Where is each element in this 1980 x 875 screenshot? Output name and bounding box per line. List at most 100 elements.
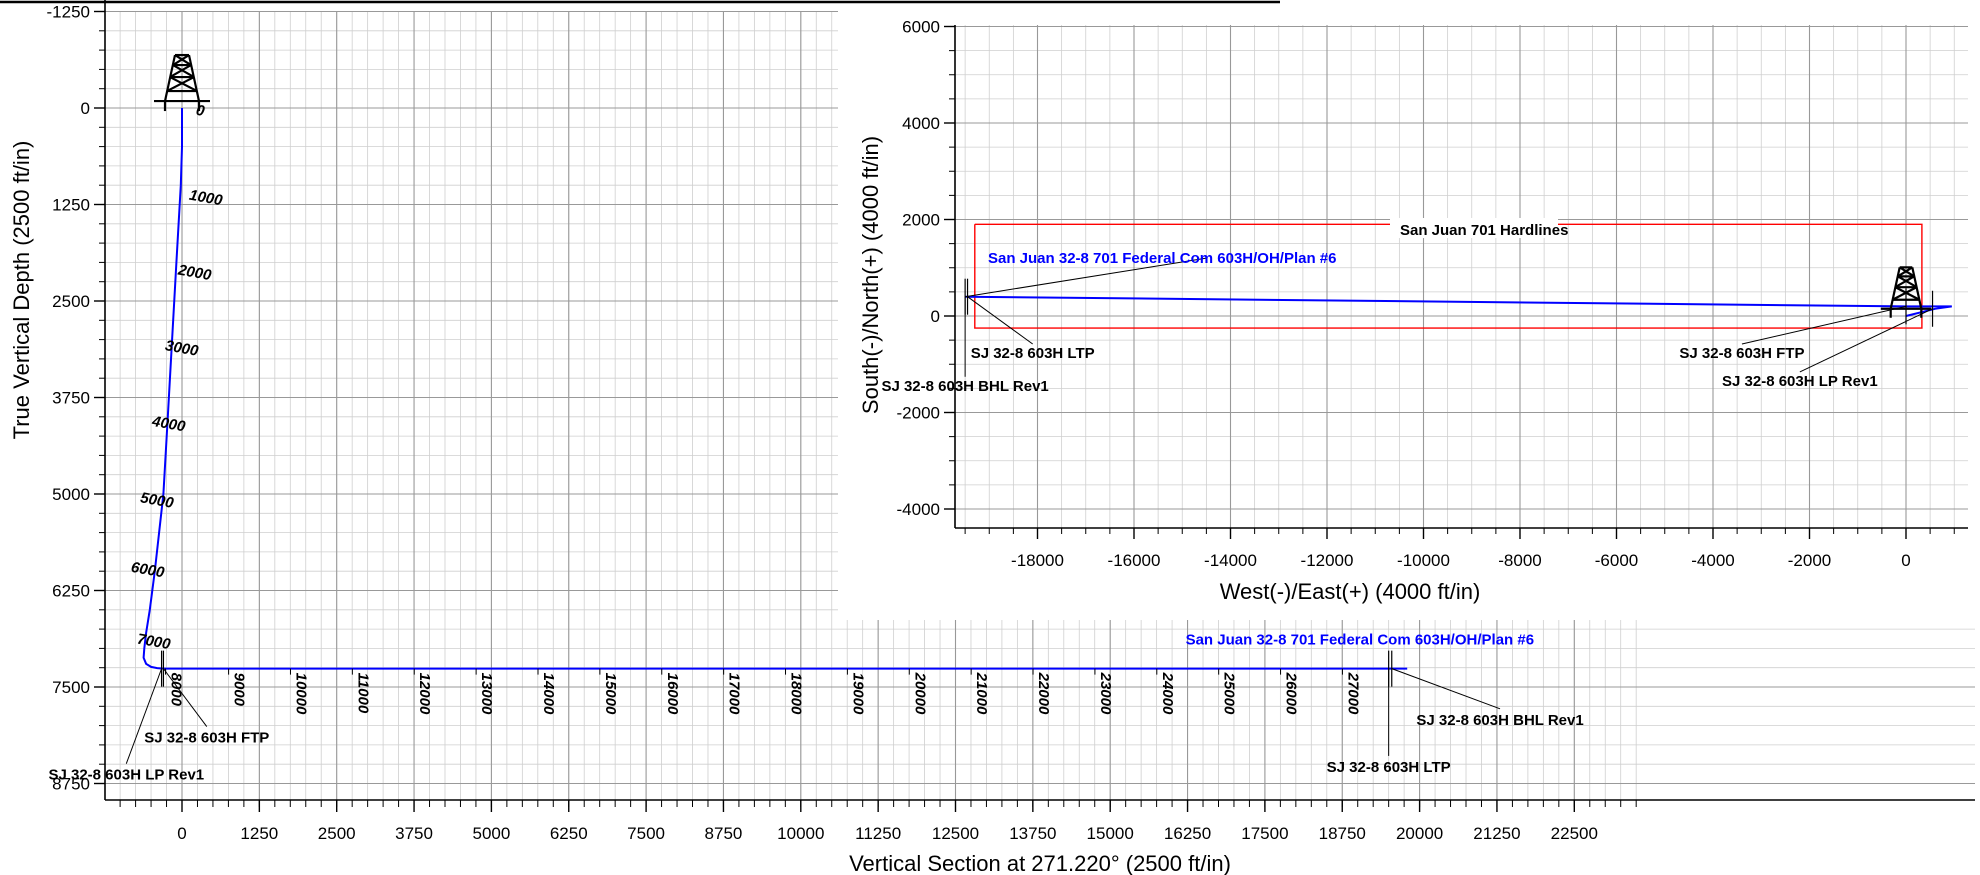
vs-x-tick-label: 7500 [627,824,665,843]
plan-x-tick-label: -12000 [1301,551,1354,570]
vs-lateral-md-label: 11000 [354,673,371,714]
plan-y-tick-label: 0 [931,307,940,326]
vs-y-tick-label: 5000 [52,485,90,504]
vs-x-tick-label: 11250 [855,824,901,843]
vs-x-tick-label: 2500 [318,824,356,843]
derrick-icon-stroke [169,64,192,79]
vs-well-path [142,108,1408,670]
vs-md-label: 7000 [136,631,172,654]
vs-md-label: 2000 [176,261,213,284]
vs-x-tick-label: 5000 [472,824,510,843]
plan-hardlines [974,223,1923,329]
vs-x-tick-label: 8750 [705,824,743,843]
plan-view-background [838,10,1980,620]
derrick-icon-stroke [1897,275,1918,289]
vs-lateral-md-label: 18000 [788,673,805,715]
vs-x-tick-label: 0 [177,824,186,843]
vs-y-tick-label: -1250 [47,3,90,22]
vs-x-tick-label: 21250 [1473,824,1520,843]
vs-y-tick-label: 0 [81,99,90,118]
vs-y-tick-label: 8750 [52,775,90,794]
vs-x-tick-label: 6250 [550,824,588,843]
vs-lateral-md-label: 26000 [1283,672,1300,715]
vs-lateral-md-label: 24000 [1159,672,1176,715]
plan-x-tick-label: -8000 [1498,551,1541,570]
vertical-section-x-axis-title: Vertical Section at 271.220° (2500 ft/in… [849,851,1231,875]
vs-lateral-md-label: 9000 [231,673,248,707]
vs-lateral-md-label: 15000 [602,673,619,715]
vs-lateral-md-label: 21000 [973,672,990,715]
vs-lateral-md-label: 13000 [478,673,495,715]
vs-target-label: SJ 32-8 603H LTP [1327,759,1451,776]
plan-hardlines-label: San Juan 701 Hardlines [1400,222,1568,239]
derrick-icon-stroke [1894,286,1921,301]
plan-x-tick-label: -14000 [1204,551,1257,570]
plan-y-tick-label: 4000 [902,114,940,133]
plan-well-path [965,295,1952,317]
vs-x-tick-label: 3750 [395,824,433,843]
vs-md-label: 6000 [130,559,166,582]
plan-hardlines-label-bg [1390,218,1558,238]
vs-lateral-md-label: 12000 [416,673,433,715]
vs-x-tick-label: 18750 [1319,824,1366,843]
vs-md-label: 4000 [150,413,187,436]
plan-target-label: SJ 32-8 603H LP Rev1 [1722,373,1878,390]
plan-x-tick-label: -10000 [1397,551,1450,570]
vs-y-tick-label: 2500 [52,292,90,311]
plan-target-leader [1741,305,1907,345]
vs-target-label: SJ 32-8 603H LP Rev1 [48,767,204,784]
vs-md-label: 0 [195,102,207,120]
plan-x-tick-label: -2000 [1788,551,1831,570]
plan-x-tick-label: -6000 [1595,551,1638,570]
plan-view-plot: -18000 -16000 -14000 -12000 -10000 -8000 -6000… [838,10,1980,620]
derrick-icon-stroke [1891,286,1918,301]
vs-target-leader [1391,668,1501,710]
vs-lateral-md-label: 19000 [849,673,866,715]
derrick-icon-stroke [166,76,195,93]
vs-x-tick-label: 20000 [1396,824,1443,843]
derrick-icon-stroke [1894,275,1915,289]
vs-md-label: 5000 [139,489,175,512]
vs-x-tick-label: 12500 [932,824,979,843]
plan-view-x-axis-title: West(-)/East(+) (4000 ft/in) [1220,579,1481,604]
plan-target-leader [1799,308,1933,373]
derrick-icon-stroke [169,76,198,93]
plan-target-label: SJ 32-8 603H FTP [1679,345,1804,362]
vs-x-tick-label: 10000 [777,824,824,843]
vs-lateral-md-label: 23000 [1097,672,1114,715]
vs-lateral-md-label: 27000 [1344,672,1361,715]
vs-lateral-md-label: 14000 [540,673,557,715]
vs-lateral-md-label: 25000 [1221,672,1238,715]
plan-y-tick-label: -4000 [897,500,940,519]
plan-grid-major [955,25,1968,528]
plan-target-label: SJ 32-8 603H BHL Rev1 [881,378,1048,395]
vs-md-label: 1000 [188,187,224,210]
plan-derrick-icon [1880,266,1932,318]
plan-x-tick-label: -18000 [1011,551,1064,570]
plan-view-group: -18000 -16000 -14000 -12000 -10000 -8000 -6000… [838,10,1980,620]
vertical-section-y-axis-title: True Vertical Depth (2500 ft/in) [9,141,34,440]
vs-target-leader [163,668,208,727]
vs-target-leader [125,668,163,764]
plan-target-leader [967,296,1033,345]
plan-x-tick-label: -4000 [1691,551,1734,570]
plan-y-tick-label: 6000 [902,18,940,37]
vs-lateral-md-label: 20000 [911,672,928,715]
vs-target-label: SJ 32-8 603H BHL Rev1 [1416,712,1583,729]
vs-plan-label: San Juan 32-8 701 Federal Com 603H/OH/Pl… [1186,632,1535,649]
plan-target-label: SJ 32-8 603H LTP [971,345,1095,362]
vs-x-tick-label: 1250 [240,824,278,843]
plan-plan-leader [965,257,1207,298]
vs-x-tick-label: 16250 [1164,824,1211,843]
vs-y-tick-label: 3750 [52,389,90,408]
vs-derrick-icon [154,53,210,112]
vs-lateral-md-label: 10000 [292,673,309,715]
vs-target-label: SJ 32-8 603H FTP [144,730,269,747]
plan-plan-label: San Juan 32-8 701 Federal Com 603H/OH/Pl… [988,250,1337,267]
vs-lateral-md-label: 16000 [664,673,681,715]
vs-md-label: 3000 [164,337,200,360]
plan-x-tick-label: 0 [1901,551,1910,570]
plan-view-y-axis-title: South(-)/North(+) (4000 ft/in) [858,136,883,414]
vs-y-tick-label: 6250 [52,582,90,601]
